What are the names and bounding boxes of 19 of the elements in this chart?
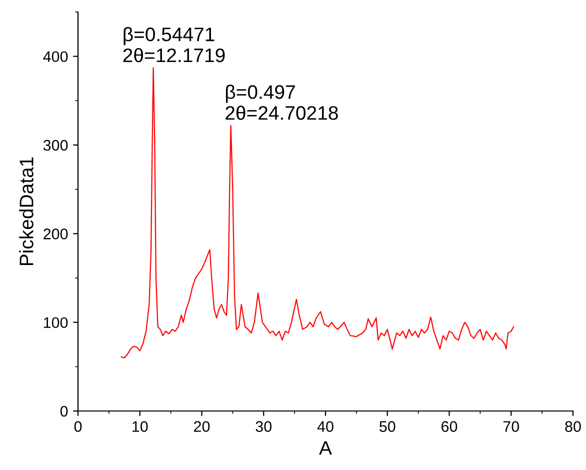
- y-tick-label: 100: [44, 317, 68, 328]
- annotation: β=0.497 2θ=24.70218: [226, 84, 338, 120]
- y-tick-label: 300: [43, 140, 68, 151]
- x-tick-label: 60: [442, 421, 458, 432]
- y-tick-label: 400: [43, 51, 68, 62]
- x-tick-label: 40: [317, 421, 334, 432]
- x-tick-label: 80: [565, 421, 581, 432]
- x-axis-title: A: [319, 441, 332, 455]
- x-tick-label: 70: [503, 421, 520, 432]
- x-tick-label: 10: [132, 421, 148, 432]
- x-tick-label: 0: [74, 421, 82, 432]
- annotation: β=0.54471 2θ=12.1719: [123, 27, 225, 62]
- line-series: [120, 67, 514, 358]
- x-tick-label: 20: [194, 421, 210, 432]
- y-axis-title: PickedData1: [19, 157, 34, 266]
- y-tick-label: 0: [60, 406, 68, 417]
- y-tick-label: 200: [44, 228, 68, 240]
- x-tick-label: 50: [379, 421, 396, 432]
- x-tick-label: 30: [256, 421, 272, 432]
